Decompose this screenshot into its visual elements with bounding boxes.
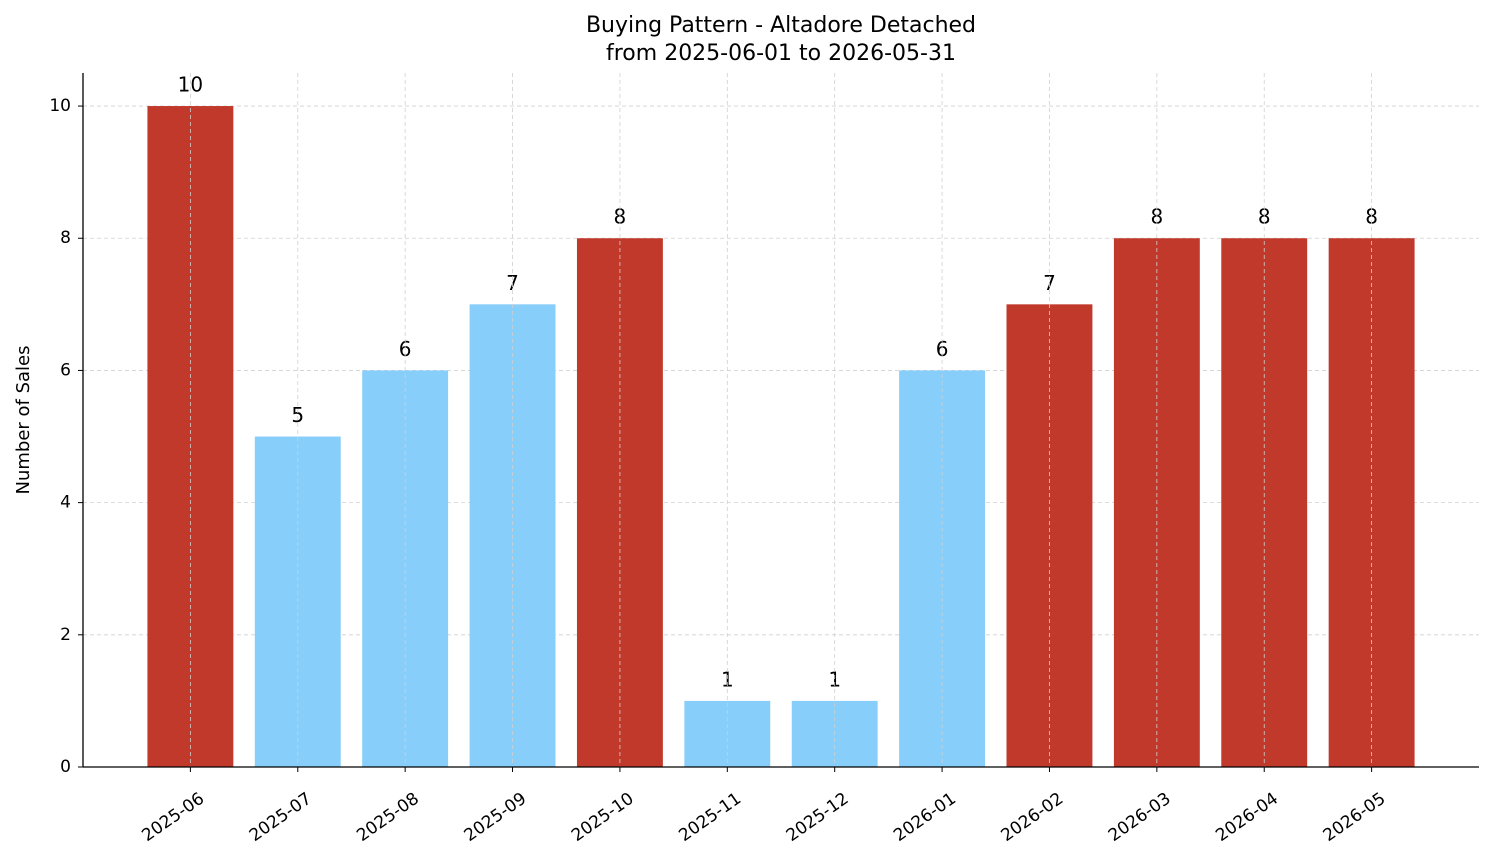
x-tick-label: 2025-08 [353, 789, 423, 846]
value-label: 7 [1043, 271, 1056, 295]
value-label: 1 [828, 667, 841, 691]
x-tick-label: 2026-04 [1212, 789, 1282, 846]
y-tick-label: 8 [60, 228, 71, 248]
x-tick-label: 2025-06 [138, 789, 208, 846]
bar [147, 106, 234, 768]
y-tick-label: 10 [49, 96, 71, 116]
y-tick-label: 6 [60, 360, 71, 380]
value-label: 5 [291, 403, 304, 427]
x-tick-label: 2025-07 [246, 789, 316, 846]
y-tick-label: 2 [60, 625, 71, 645]
x-tick-label: 2025-10 [568, 789, 638, 846]
value-label: 7 [506, 271, 519, 295]
x-tick-label: 2026-02 [998, 789, 1068, 846]
chart-title: Buying Pattern - Altadore Detached [586, 13, 976, 38]
x-tick-label: 2026-03 [1105, 789, 1175, 846]
y-tick-label: 4 [60, 493, 71, 513]
x-tick-label: 2025-09 [461, 789, 531, 846]
chart-subtitle: from 2025-06-01 to 2026-05-31 [606, 41, 956, 66]
bar [362, 370, 449, 767]
x-tick-label: 2026-05 [1320, 789, 1390, 846]
x-tick-label: 2026-01 [890, 789, 960, 846]
bar [899, 370, 986, 767]
x-tick-label: 2025-11 [675, 789, 745, 846]
x-tick-label: 2025-12 [783, 789, 853, 846]
value-label: 1 [721, 667, 734, 691]
y-axis-label: Number of Sales [13, 345, 34, 494]
y-tick-label: 0 [60, 757, 71, 777]
